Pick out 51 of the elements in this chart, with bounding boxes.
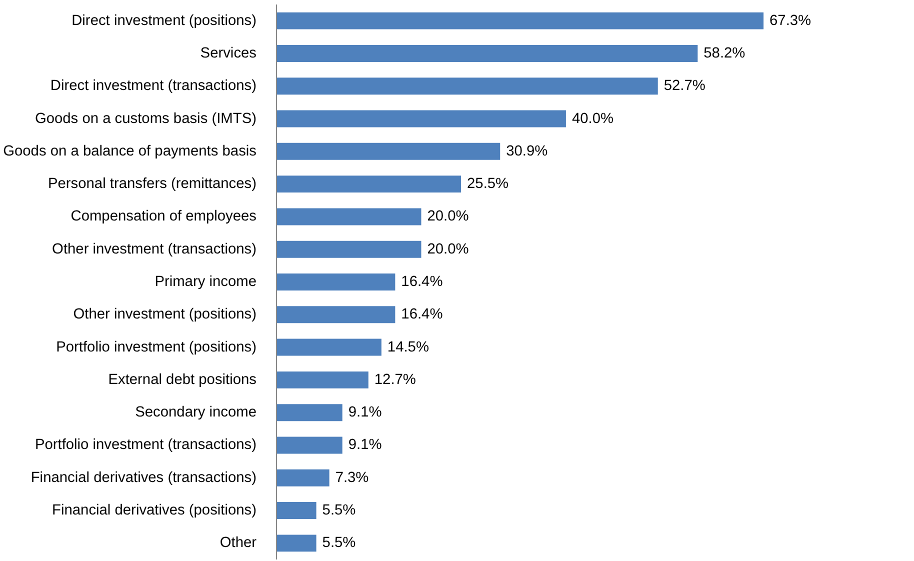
y-tick-label: Services bbox=[200, 45, 257, 62]
bar bbox=[276, 404, 342, 422]
y-tick-label: Other bbox=[220, 535, 257, 552]
y-tick-label: Portfolio investment (positions) bbox=[56, 339, 257, 356]
bar bbox=[276, 338, 382, 356]
y-tick-label: Secondary income bbox=[135, 404, 257, 421]
y-tick-label: Compensation of employees bbox=[70, 208, 257, 225]
data-label: 14.5% bbox=[387, 339, 429, 356]
data-label: 9.1% bbox=[348, 404, 382, 421]
y-tick-label: Financial derivatives (positions) bbox=[52, 502, 257, 519]
bar bbox=[276, 436, 342, 454]
data-label: 20.0% bbox=[427, 241, 469, 258]
data-label: 40.0% bbox=[572, 110, 614, 127]
data-label: 16.4% bbox=[401, 274, 443, 290]
data-label: 25.5% bbox=[467, 176, 509, 192]
data-label: 5.5% bbox=[322, 502, 356, 519]
data-label: 30.9% bbox=[506, 143, 548, 160]
data-label: 20.0% bbox=[427, 208, 469, 225]
bar bbox=[276, 240, 422, 258]
bar bbox=[276, 110, 566, 128]
bar bbox=[276, 44, 698, 62]
bar bbox=[276, 371, 368, 388]
bar bbox=[276, 12, 764, 30]
bar bbox=[276, 306, 396, 324]
data-label: 16.4% bbox=[401, 306, 443, 323]
bar bbox=[276, 502, 316, 520]
y-tick-label: External debt positions bbox=[108, 372, 256, 388]
data-label: 67.3% bbox=[770, 12, 812, 29]
data-label: 58.2% bbox=[704, 45, 746, 62]
y-tick-label: Direct investment (positions) bbox=[72, 12, 257, 29]
data-label: 12.7% bbox=[374, 372, 416, 388]
y-tick-label: Financial derivatives (transactions) bbox=[30, 470, 257, 486]
y-tick-label: Other investment (transactions) bbox=[52, 241, 257, 258]
y-tick-label: Goods on a balance of payments basis bbox=[3, 143, 257, 160]
bar bbox=[276, 534, 316, 552]
data-label: 52.7% bbox=[664, 78, 706, 94]
bar bbox=[276, 142, 500, 160]
y-tick-label: Personal transfers (remittances) bbox=[48, 176, 256, 192]
y-tick-label: Primary income bbox=[154, 274, 257, 290]
data-label: 5.5% bbox=[322, 535, 356, 552]
bar bbox=[276, 78, 658, 95]
bar bbox=[276, 176, 462, 193]
data-label: 9.1% bbox=[348, 437, 382, 454]
y-tick-label: Direct investment (transactions) bbox=[50, 78, 257, 94]
bar bbox=[276, 274, 396, 290]
bar bbox=[276, 208, 422, 226]
bar bbox=[276, 469, 330, 486]
y-tick-label: Other investment (positions) bbox=[73, 306, 257, 323]
y-tick-label: Goods on a customs basis (IMTS) bbox=[34, 110, 257, 127]
data-label: 7.3% bbox=[335, 470, 369, 486]
y-tick-label: Portfolio investment (transactions) bbox=[34, 437, 256, 454]
